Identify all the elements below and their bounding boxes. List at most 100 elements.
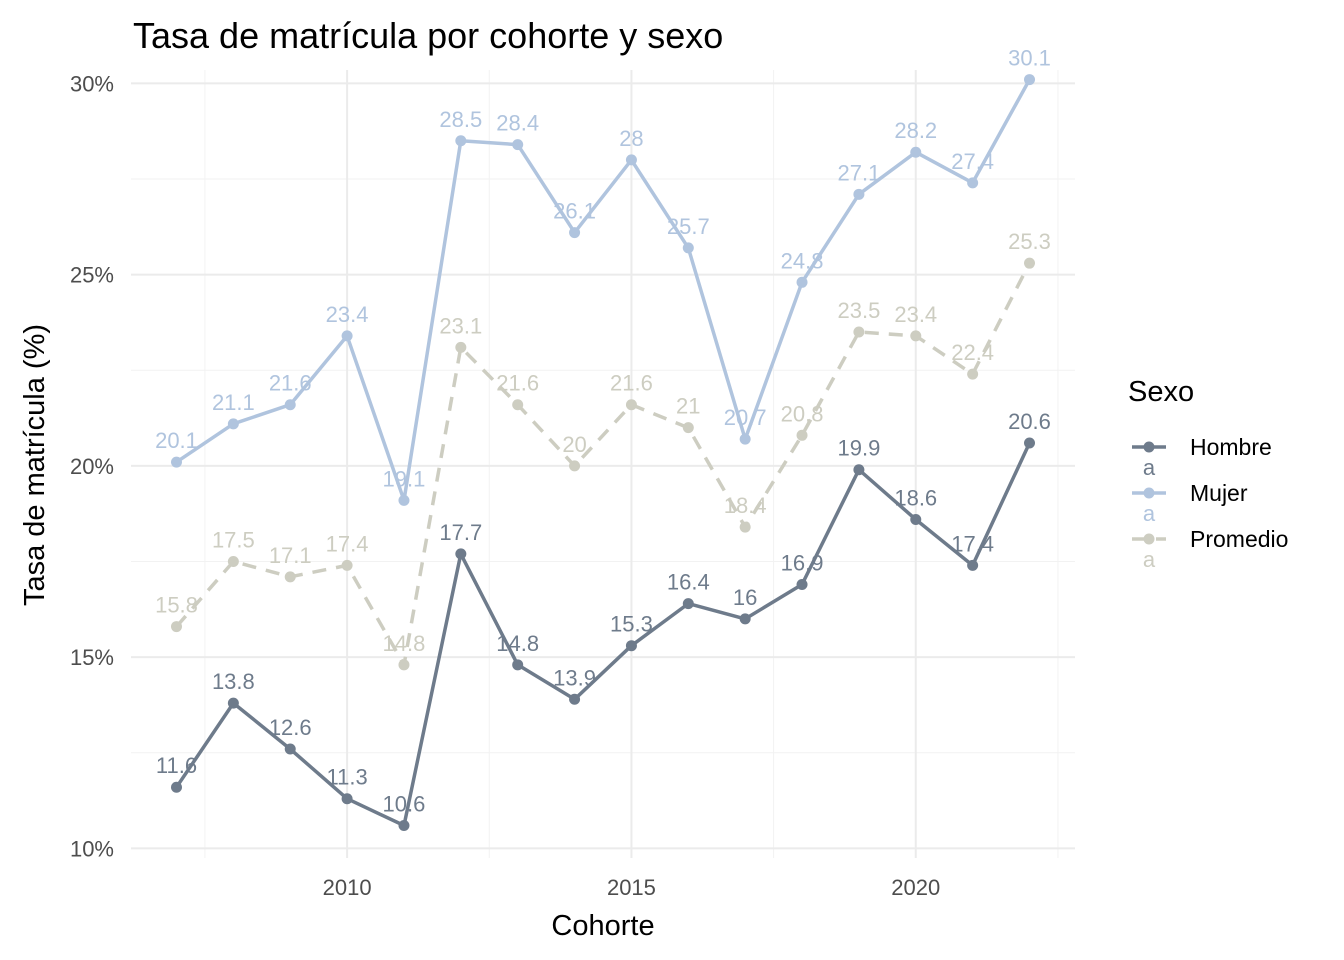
- data-label: 23.1: [439, 313, 482, 338]
- x-axis-title: Cohorte: [551, 910, 654, 942]
- data-label: 20.6: [1008, 409, 1051, 434]
- data-point: [227, 418, 239, 430]
- y-axis-title: Tasa de matrícula (%): [19, 324, 51, 606]
- data-label: 27.4: [951, 149, 994, 174]
- data-label: 20.1: [155, 428, 198, 453]
- series-hombre: [170, 437, 1036, 831]
- data-label: 21: [676, 394, 700, 419]
- data-point: [512, 659, 524, 671]
- legend-swatch-point: [1143, 533, 1155, 545]
- data-point: [455, 341, 467, 353]
- chart-title: Tasa de matrícula por cohorte y sexo: [133, 15, 723, 56]
- data-label: 19.9: [837, 436, 880, 461]
- y-tick-label: 20%: [70, 454, 114, 479]
- data-label: 21.6: [269, 371, 312, 396]
- data-label: 17.5: [212, 528, 255, 553]
- series-line-hombre: [175, 442, 1032, 828]
- legend-label: Hombre: [1190, 434, 1272, 460]
- data-label: 28.2: [894, 118, 937, 143]
- point-labels-layer: 11.6 13.8 12.6 11.3 10.6 17.7 14.8 13.9 15.3 16.4…: [155, 46, 1051, 817]
- legend-swatch-text: a: [1143, 547, 1156, 572]
- data-label: 30.1: [1008, 46, 1051, 71]
- data-label: 25.3: [1008, 229, 1051, 254]
- data-point: [341, 330, 353, 342]
- data-label: 12.6: [269, 715, 312, 740]
- data-label: 21.1: [212, 390, 255, 415]
- y-tick-label: 15%: [70, 645, 114, 670]
- data-point: [569, 227, 581, 239]
- data-point: [967, 368, 979, 380]
- data-point: [739, 521, 751, 533]
- data-point: [455, 135, 467, 147]
- legend-item-mujer: a Mujer: [1132, 480, 1248, 526]
- data-label: 16: [733, 585, 757, 610]
- legend: Sexo a Hombre a Mujer a Promedio: [1128, 376, 1288, 572]
- data-point: [170, 456, 182, 468]
- data-point: [341, 793, 353, 805]
- legend-title: Sexo: [1128, 376, 1194, 408]
- data-label: 17.7: [439, 520, 482, 545]
- data-label: 27.1: [837, 160, 880, 185]
- data-label: 23.4: [326, 302, 369, 327]
- data-label: 18.4: [724, 493, 767, 518]
- data-label: 18.6: [894, 485, 937, 510]
- data-label: 11.6: [156, 753, 197, 778]
- data-label: 28.4: [496, 111, 539, 136]
- data-label: 28.5: [439, 107, 482, 132]
- data-label: 21.6: [496, 371, 539, 396]
- data-label: 17.4: [326, 531, 369, 556]
- data-label: 13.8: [212, 669, 255, 694]
- data-label: 13.9: [553, 665, 596, 690]
- data-point: [569, 693, 581, 705]
- axis-ticks: 10% 15% 20% 25% 30% 2010 2015 2020: [70, 71, 940, 900]
- legend-swatch-point: [1143, 487, 1155, 499]
- data-point: [739, 613, 751, 625]
- data-label: 16.4: [667, 570, 710, 595]
- data-point: [739, 433, 751, 445]
- data-label: 25.7: [667, 214, 710, 239]
- data-point: [398, 819, 410, 831]
- data-point: [170, 781, 182, 793]
- data-point: [967, 177, 979, 189]
- data-point: [967, 559, 979, 571]
- data-label: 14.8: [496, 631, 539, 656]
- data-label: 15.3: [610, 612, 653, 637]
- grid-lines: [131, 70, 1075, 858]
- data-point: [682, 422, 694, 434]
- data-point: [910, 146, 922, 158]
- y-tick-label: 30%: [70, 71, 114, 96]
- y-tick-label: 10%: [70, 836, 114, 861]
- data-point: [227, 556, 239, 568]
- data-point: [1024, 74, 1036, 86]
- data-label: 16.9: [781, 550, 824, 575]
- data-label: 20.7: [724, 405, 767, 430]
- data-point: [512, 139, 524, 151]
- data-point: [796, 276, 808, 288]
- x-tick-label: 2020: [891, 875, 940, 900]
- data-label: 15.8: [155, 593, 198, 618]
- legend-item-hombre: a Hombre: [1132, 434, 1272, 480]
- data-label: 23.4: [894, 302, 937, 327]
- legend-label: Mujer: [1190, 480, 1248, 506]
- legend-swatch-text: a: [1143, 501, 1156, 526]
- x-tick-label: 2010: [323, 875, 372, 900]
- series-mujer: [170, 74, 1036, 506]
- data-label: 23.5: [837, 298, 880, 323]
- data-point: [1024, 257, 1036, 269]
- data-point: [853, 326, 865, 338]
- legend-item-promedio: a Promedio: [1132, 526, 1288, 572]
- data-label: 24.8: [781, 248, 824, 273]
- data-point: [341, 559, 353, 571]
- data-point: [284, 743, 296, 755]
- data-point: [170, 621, 182, 633]
- data-label: 20: [562, 432, 586, 457]
- data-point: [910, 513, 922, 525]
- data-label: 22.4: [951, 340, 994, 365]
- legend-swatch-point: [1143, 441, 1155, 453]
- series-line-mujer: [175, 78, 1032, 503]
- data-label: 11.3: [327, 765, 368, 790]
- data-label: 10.6: [383, 791, 426, 816]
- data-point: [625, 399, 637, 411]
- data-point: [796, 429, 808, 441]
